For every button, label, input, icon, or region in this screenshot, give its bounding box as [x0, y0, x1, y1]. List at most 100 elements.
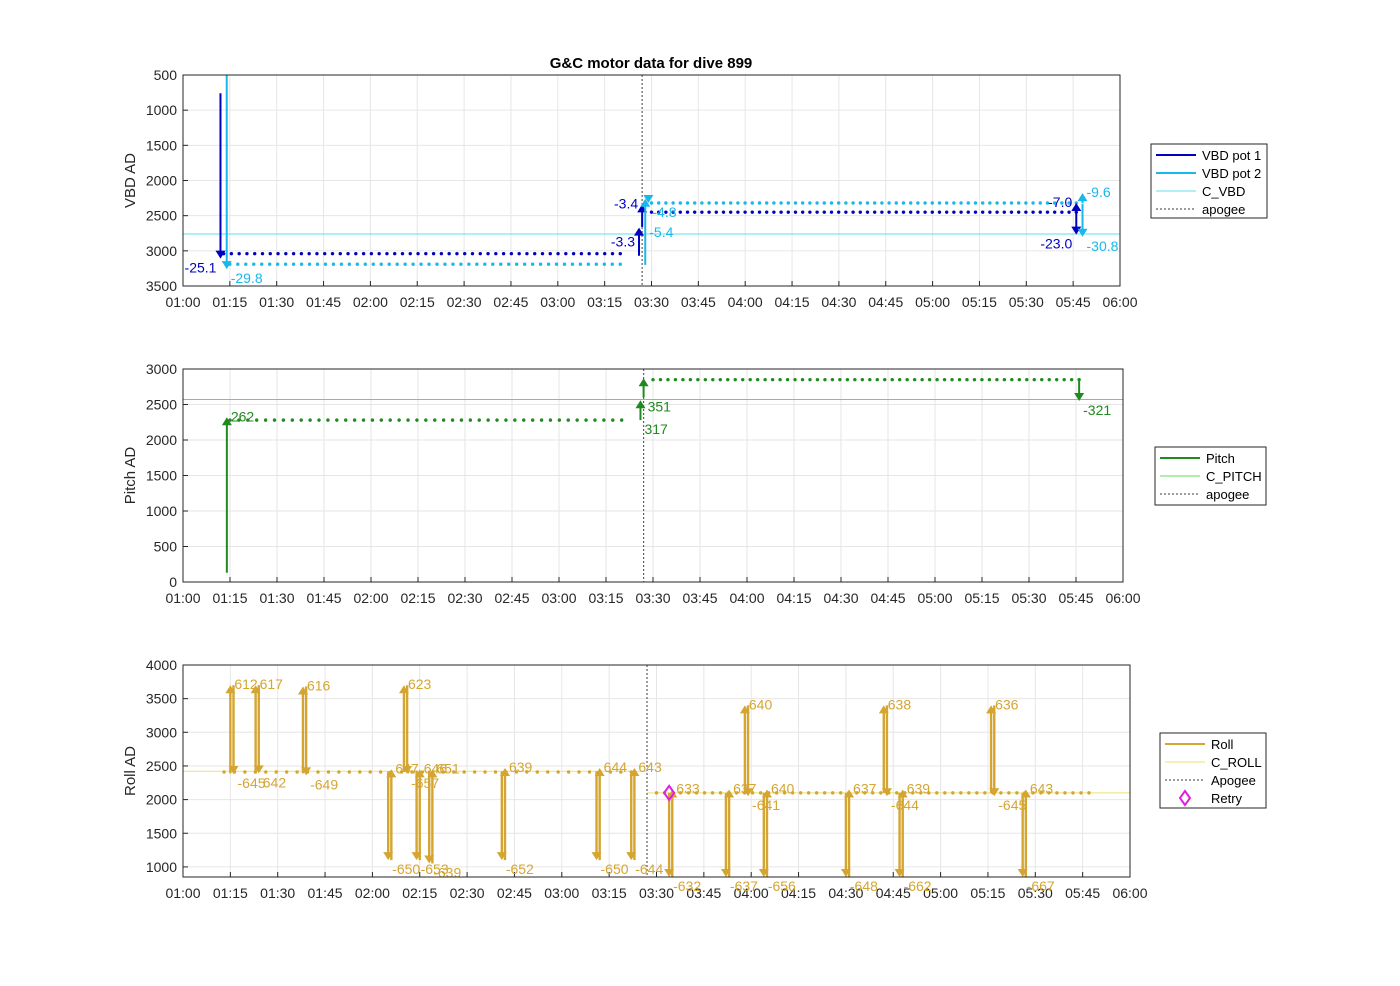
- data-point: [785, 377, 790, 382]
- data-point: [530, 418, 535, 422]
- data-point: [514, 770, 519, 774]
- x-tick-label: 05:00: [917, 590, 952, 606]
- data-point: [514, 262, 519, 266]
- data-point: [685, 210, 690, 214]
- data-point: [1017, 377, 1022, 382]
- y-tick-label: 1500: [146, 468, 177, 484]
- data-point: [692, 201, 697, 205]
- data-point: [501, 251, 506, 256]
- legend-label: C_VBD: [1202, 184, 1245, 199]
- arrow-head: [499, 767, 510, 776]
- data-point: [733, 377, 737, 382]
- data-point: [973, 210, 978, 214]
- data-point: [887, 210, 891, 214]
- data-point: [678, 791, 683, 795]
- data-point: [772, 210, 776, 214]
- data-point: [619, 770, 623, 774]
- legend-label: apogee: [1206, 487, 1249, 502]
- data-point: [714, 201, 718, 205]
- data-point: [594, 262, 599, 266]
- data-point: [463, 251, 467, 256]
- move-label: 639: [509, 759, 533, 775]
- data-point: [905, 377, 909, 382]
- data-point: [260, 251, 265, 256]
- data-point: [750, 201, 754, 205]
- data-point: [577, 770, 581, 774]
- data-point: [450, 418, 455, 422]
- data-point: [355, 262, 360, 266]
- data-point: [347, 262, 352, 266]
- x-tick-label: 04:15: [775, 294, 810, 310]
- data-point: [236, 262, 240, 266]
- x-tick-label: 05:45: [1056, 294, 1091, 310]
- data-point: [323, 262, 328, 266]
- pitch-panel: 01:00 01:15 01:30 01:45 02:00 02:15 02:30 02:45…: [122, 361, 1267, 606]
- x-tick-label: 01:15: [212, 590, 247, 606]
- axes-frame: [182, 368, 1124, 583]
- data-point: [459, 418, 464, 422]
- data-point: [798, 791, 803, 795]
- data-point: [793, 201, 798, 205]
- data-point: [983, 791, 987, 795]
- data-point: [295, 770, 299, 774]
- data-point: [535, 770, 539, 774]
- data-point: [493, 770, 498, 774]
- data-point: [441, 418, 446, 422]
- data-point: [995, 201, 999, 205]
- data-point: [525, 770, 529, 774]
- x-tick-label: 01:00: [165, 885, 200, 901]
- y-tick-label: 3000: [146, 724, 177, 740]
- data-point: [763, 377, 767, 382]
- legend-label: VBD pot 1: [1202, 148, 1261, 163]
- data-point: [757, 201, 762, 205]
- y-tick-label: 3000: [146, 243, 177, 259]
- data-point: [728, 210, 733, 214]
- data-point: [370, 418, 375, 422]
- data-point: [863, 791, 867, 795]
- data-point: [671, 201, 675, 205]
- x-tick-label: 03:15: [588, 590, 623, 606]
- data-point: [815, 201, 819, 205]
- data-point: [268, 251, 272, 256]
- data-point: [700, 201, 704, 205]
- data-point: [980, 210, 985, 214]
- data-point: [522, 418, 526, 422]
- data-point: [415, 418, 419, 422]
- data-point: [829, 210, 834, 214]
- data-point: [944, 201, 949, 205]
- data-point: [800, 210, 805, 214]
- data-point: [290, 418, 295, 422]
- move-label: -30.8: [1087, 238, 1119, 254]
- data-point: [844, 201, 848, 205]
- data-point: [260, 262, 264, 266]
- data-point: [408, 251, 412, 256]
- data-point: [950, 377, 954, 382]
- x-tick-label: 04:30: [823, 590, 858, 606]
- data-point: [416, 251, 420, 256]
- x-tick-label: 01:15: [213, 885, 248, 901]
- arrow-head: [1074, 392, 1085, 401]
- data-point: [987, 377, 992, 382]
- data-point: [875, 377, 879, 382]
- x-tick-label: 01:30: [259, 590, 294, 606]
- data-point: [1062, 377, 1066, 382]
- y-tick-label: 500: [154, 67, 178, 83]
- y-tick-label: 2500: [146, 397, 177, 413]
- data-point: [779, 201, 783, 205]
- data-point: [252, 262, 256, 266]
- data-point: [570, 262, 575, 266]
- data-point: [666, 377, 670, 382]
- data-point: [244, 262, 248, 266]
- data-point: [525, 251, 529, 256]
- data-point: [734, 791, 739, 795]
- data-point: [557, 418, 562, 422]
- data-point: [539, 418, 544, 422]
- arrow-head: [1020, 789, 1031, 798]
- data-point: [808, 201, 812, 205]
- data-point: [363, 262, 368, 266]
- data-point: [509, 251, 514, 256]
- legend-label: C_PITCH: [1206, 469, 1262, 484]
- data-point: [1052, 210, 1057, 214]
- data-point: [836, 210, 841, 214]
